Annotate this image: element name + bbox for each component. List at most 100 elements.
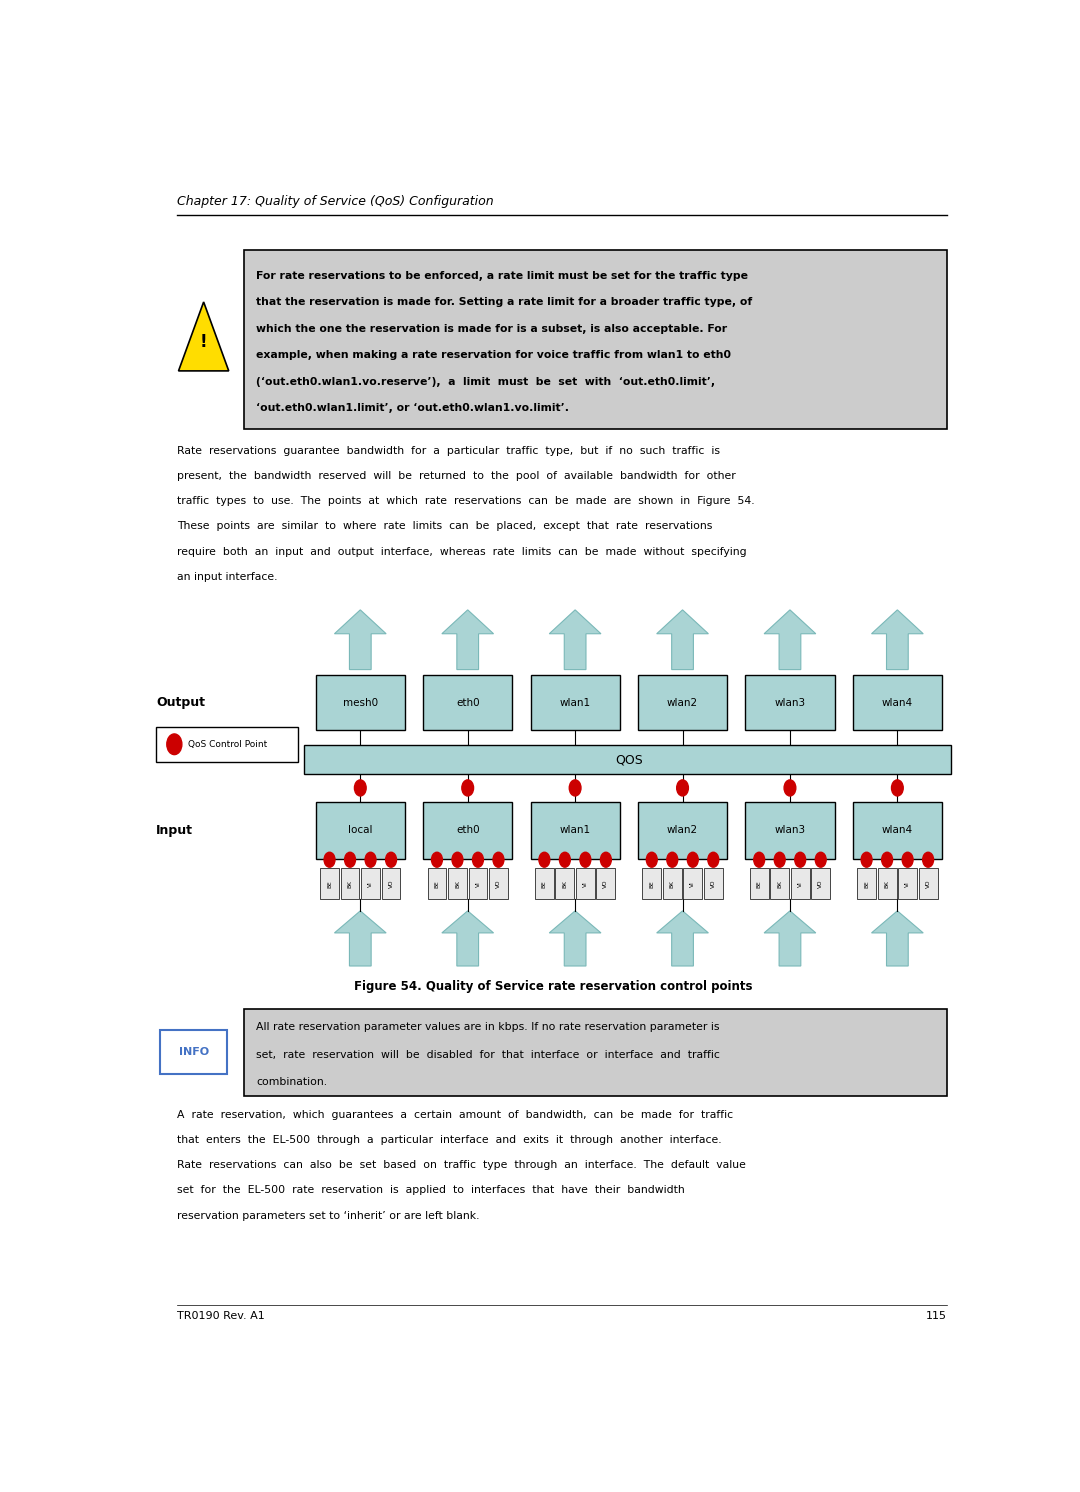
Polygon shape: [550, 610, 600, 670]
Text: A  rate  reservation,  which  guarantees  a  certain  amount  of  bandwidth,  ca: A rate reservation, which guarantees a c…: [177, 1110, 733, 1119]
FancyBboxPatch shape: [315, 801, 405, 859]
Text: set  for  the  EL-500  rate  reservation  is  applied  to  interfaces  that  hav: set for the EL-500 rate reservation is a…: [177, 1186, 685, 1195]
Circle shape: [432, 852, 443, 867]
Text: set,  rate  reservation  will  be  disabled  for  that  interface  or  interface: set, rate reservation will be disabled f…: [256, 1050, 720, 1059]
Text: VO: VO: [496, 880, 501, 888]
FancyBboxPatch shape: [530, 676, 620, 731]
Text: 115: 115: [926, 1310, 947, 1320]
Text: VO: VO: [819, 880, 823, 888]
Polygon shape: [550, 910, 600, 965]
Circle shape: [774, 852, 785, 867]
Circle shape: [539, 852, 550, 867]
FancyBboxPatch shape: [340, 868, 360, 900]
Circle shape: [580, 852, 591, 867]
Circle shape: [815, 852, 826, 867]
Text: (‘out.eth0.wlan1.vo.reserve’),  a  limit  must  be  set  with  ‘out.eth0.limit’,: (‘out.eth0.wlan1.vo.reserve’), a limit m…: [256, 376, 715, 386]
FancyBboxPatch shape: [899, 868, 917, 900]
Text: VO: VO: [604, 880, 608, 888]
FancyBboxPatch shape: [244, 251, 947, 430]
Circle shape: [345, 852, 355, 867]
Circle shape: [386, 852, 396, 867]
FancyBboxPatch shape: [878, 868, 896, 900]
FancyBboxPatch shape: [791, 868, 810, 900]
Text: !: !: [200, 333, 207, 351]
Circle shape: [473, 852, 484, 867]
Polygon shape: [764, 910, 815, 965]
Polygon shape: [335, 910, 387, 965]
Text: All rate reservation parameter values are in kbps. If no rate reservation parame: All rate reservation parameter values ar…: [256, 1022, 720, 1032]
Text: Rate  reservations  can  also  be  set  based  on  traffic  type  through  an  i: Rate reservations can also be set based …: [177, 1161, 745, 1170]
FancyBboxPatch shape: [423, 801, 512, 859]
Polygon shape: [657, 610, 708, 670]
FancyBboxPatch shape: [811, 868, 831, 900]
Text: VI: VI: [368, 880, 373, 886]
Text: Output: Output: [156, 697, 205, 709]
Circle shape: [569, 780, 581, 795]
Circle shape: [324, 852, 335, 867]
Text: BE: BE: [434, 880, 440, 888]
Text: VI: VI: [798, 880, 802, 886]
Circle shape: [600, 852, 611, 867]
Text: wlan2: wlan2: [667, 825, 698, 836]
Circle shape: [559, 852, 570, 867]
Circle shape: [861, 852, 872, 867]
Text: mesh0: mesh0: [342, 698, 378, 707]
Text: BE: BE: [327, 880, 332, 888]
Circle shape: [922, 852, 933, 867]
Text: QOS: QOS: [615, 753, 643, 767]
FancyBboxPatch shape: [596, 868, 616, 900]
FancyBboxPatch shape: [361, 868, 380, 900]
FancyBboxPatch shape: [423, 676, 512, 731]
Polygon shape: [442, 610, 494, 670]
Text: local: local: [348, 825, 373, 836]
Polygon shape: [872, 910, 923, 965]
Text: require  both  an  input  and  output  interface,  whereas  rate  limits  can  b: require both an input and output interfa…: [177, 546, 746, 557]
Text: wlan4: wlan4: [881, 825, 913, 836]
Text: BK: BK: [885, 880, 890, 888]
FancyBboxPatch shape: [489, 868, 508, 900]
Text: BE: BE: [542, 880, 546, 888]
Circle shape: [354, 780, 366, 795]
Text: VO: VO: [711, 880, 716, 888]
Text: BK: BK: [563, 880, 567, 888]
FancyBboxPatch shape: [770, 868, 789, 900]
Text: QoS Control Point: QoS Control Point: [188, 740, 267, 749]
Text: wlan2: wlan2: [667, 698, 698, 707]
Circle shape: [462, 780, 473, 795]
Text: BE: BE: [757, 880, 761, 888]
FancyBboxPatch shape: [919, 868, 937, 900]
FancyBboxPatch shape: [320, 868, 339, 900]
FancyBboxPatch shape: [305, 746, 951, 774]
Text: combination.: combination.: [256, 1077, 327, 1088]
Text: wlan3: wlan3: [774, 825, 806, 836]
Circle shape: [881, 852, 892, 867]
FancyBboxPatch shape: [448, 868, 467, 900]
FancyBboxPatch shape: [750, 868, 769, 900]
Text: BK: BK: [348, 880, 352, 888]
Text: example, when making a rate reservation for voice traffic from wlan1 to eth0: example, when making a rate reservation …: [256, 351, 731, 360]
Text: present,  the  bandwidth  reserved  will  be  returned  to  the  pool  of  avail: present, the bandwidth reserved will be …: [177, 471, 735, 480]
Text: Figure 54. Quality of Service rate reservation control points: Figure 54. Quality of Service rate reser…: [354, 980, 753, 992]
Circle shape: [891, 780, 903, 795]
Circle shape: [166, 734, 181, 755]
Text: wlan1: wlan1: [559, 698, 591, 707]
Text: TR0190 Rev. A1: TR0190 Rev. A1: [177, 1310, 265, 1320]
Text: wlan1: wlan1: [559, 825, 591, 836]
Text: For rate reservations to be enforced, a rate limit must be set for the traffic t: For rate reservations to be enforced, a …: [256, 272, 748, 280]
FancyBboxPatch shape: [704, 868, 723, 900]
FancyBboxPatch shape: [535, 868, 554, 900]
Text: VI: VI: [475, 880, 481, 886]
Text: eth0: eth0: [456, 825, 480, 836]
Text: Rate  reservations  guarantee  bandwidth  for  a  particular  traffic  type,  bu: Rate reservations guarantee bandwidth fo…: [177, 446, 720, 455]
FancyBboxPatch shape: [745, 676, 835, 731]
Text: ‘out.eth0.wlan1.limit’, or ‘out.eth0.wlan1.vo.limit’.: ‘out.eth0.wlan1.limit’, or ‘out.eth0.wla…: [256, 403, 569, 413]
Text: traffic  types  to  use.  The  points  at  which  rate  reservations  can  be  m: traffic types to use. The points at whic…: [177, 497, 755, 506]
Polygon shape: [335, 610, 387, 670]
Circle shape: [707, 852, 718, 867]
FancyBboxPatch shape: [684, 868, 702, 900]
FancyBboxPatch shape: [853, 676, 942, 731]
Circle shape: [453, 852, 463, 867]
FancyBboxPatch shape: [853, 801, 942, 859]
FancyBboxPatch shape: [663, 868, 681, 900]
Polygon shape: [178, 301, 229, 372]
